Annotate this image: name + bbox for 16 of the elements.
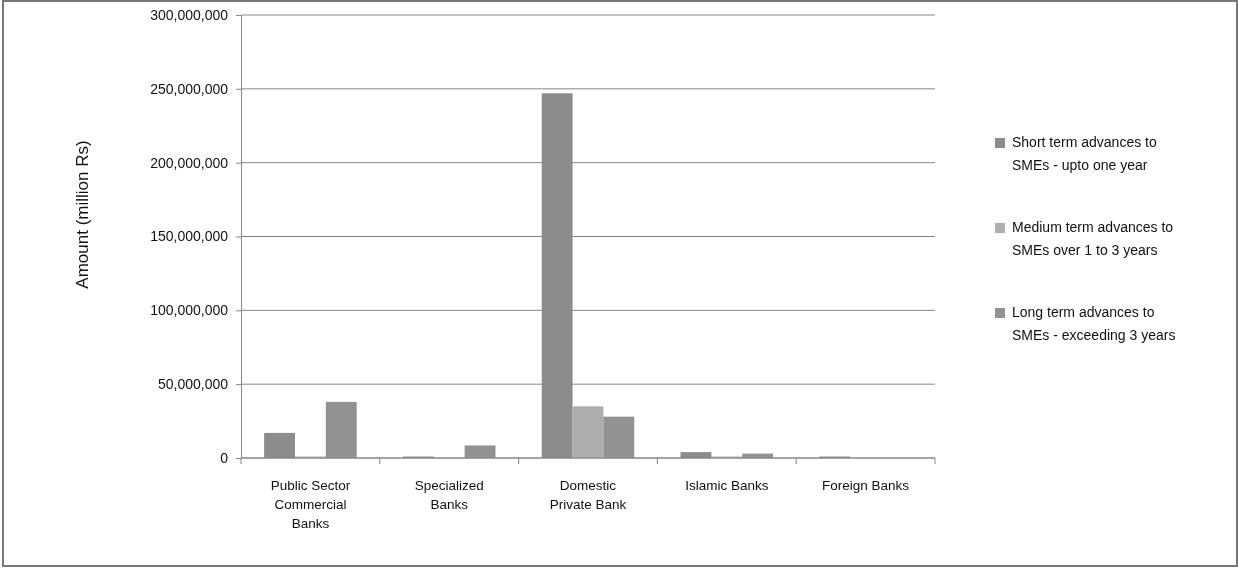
x-tick-label: Public Sector Commercial Banks	[270, 478, 351, 531]
x-tick-label: Foreign Banks	[822, 478, 910, 493]
x-tick-label: Specialized Banks	[414, 478, 484, 512]
y-tick-label: 300,000,000	[150, 6, 229, 23]
y-axis-title: Amount (million Rs)	[73, 140, 92, 289]
legend-label: Short term advances to SMEs - upto one year	[1012, 134, 1157, 173]
y-tick-label: 50,000,000	[157, 376, 229, 393]
legend-label: Long term advances to SMEs - exceeding 3 years	[1012, 304, 1176, 343]
legend-label: Medium term advances to SMEs over 1 to 3 years	[1012, 219, 1174, 258]
y-tick-label: 0	[220, 449, 229, 466]
x-tick-label: Islamic Banks	[685, 478, 769, 493]
y-tick-label: 250,000,000	[150, 80, 229, 97]
y-tick-label: 150,000,000	[150, 228, 229, 245]
y-tick-label: 200,000,000	[150, 154, 229, 171]
x-tick-label: Domestic Private Bank	[549, 478, 627, 512]
y-tick-label: 100,000,000	[150, 302, 229, 319]
